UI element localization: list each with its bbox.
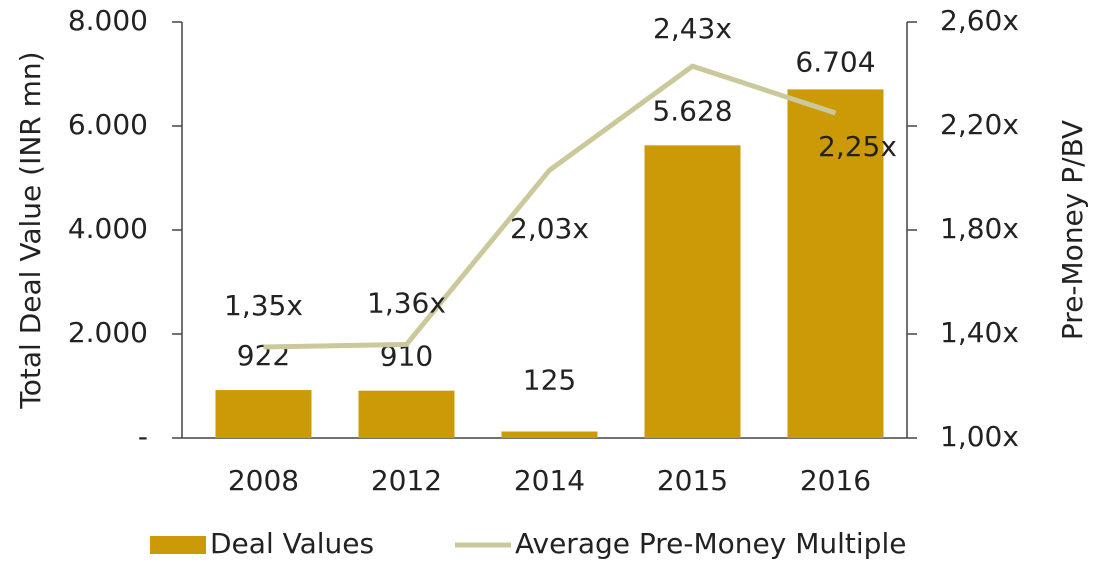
y2-tick-label: 1,40x	[940, 316, 1019, 349]
line-value-label: 2,43x	[653, 12, 732, 45]
line-value-label: 2,25x	[818, 130, 897, 163]
bar-value-label: 922	[237, 339, 290, 372]
x-tick-label: 2015	[657, 464, 728, 497]
y2-tick-label: 2,60x	[940, 4, 1019, 37]
y2-tick-label: 1,00x	[940, 420, 1019, 453]
bar-value-label: 6.704	[795, 45, 875, 78]
bar	[358, 390, 455, 438]
y-tick-label: -	[138, 420, 148, 453]
x-tick-label: 2012	[371, 464, 442, 497]
y-tick-label: 4.000	[68, 212, 148, 245]
bar	[644, 145, 741, 438]
line	[263, 63, 837, 350]
bar-value-label: 5.628	[652, 94, 732, 127]
legend-swatch	[150, 536, 206, 554]
y-tick-label: 6.000	[68, 108, 148, 141]
y-axis-title: Total Deal Value (INR mn)	[14, 51, 47, 409]
line-value-label: 1,35x	[224, 289, 303, 322]
line-value-label: 2,03x	[510, 212, 589, 245]
y2-tick-label: 1,80x	[940, 212, 1019, 245]
line-value-label: 1,36x	[367, 286, 446, 319]
x-tick-label: 2016	[800, 464, 871, 497]
legend-label: Average Pre-Money Multiple	[515, 527, 906, 560]
y-tick-label: 8.000	[68, 4, 148, 37]
x-tick-label: 2014	[514, 464, 585, 497]
x-tick-label: 2008	[228, 464, 299, 497]
legend-label: Deal Values	[210, 527, 374, 560]
bar	[501, 431, 598, 438]
bar	[787, 89, 884, 438]
bar	[215, 390, 312, 438]
y2-tick-label: 2,20x	[940, 108, 1019, 141]
y2-axis-title: Pre-Money P/BV	[1056, 120, 1089, 340]
y-tick-label: 2.000	[68, 316, 148, 349]
bar-value-label: 125	[523, 364, 576, 397]
